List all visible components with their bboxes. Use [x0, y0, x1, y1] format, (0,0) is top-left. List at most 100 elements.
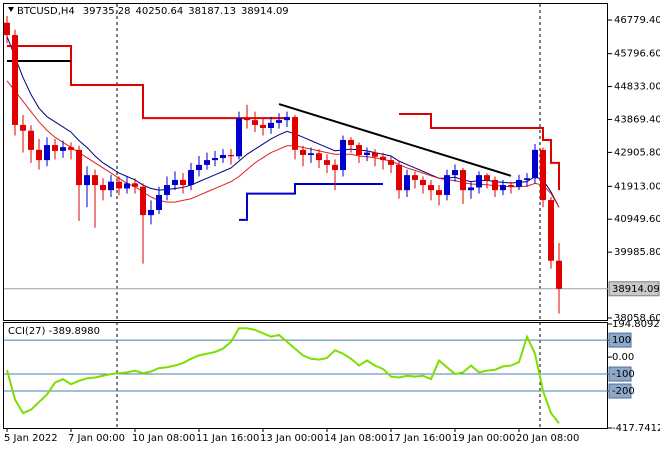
candle-body [228, 154, 234, 157]
x-tick-label: 20 Jan 08:00 [516, 433, 579, 444]
y-tick-label: 100 [612, 335, 631, 346]
x-tick-label: 14 Jan 08:00 [324, 433, 387, 444]
header-value: 38187.13 [188, 6, 236, 17]
candle-body [68, 147, 74, 150]
candle-body [436, 190, 442, 195]
candle-body [516, 179, 522, 187]
candle-body [260, 124, 266, 128]
candle-body [524, 178, 530, 180]
candle-body [372, 152, 378, 157]
symbol: BTCUSD,H4 [17, 6, 75, 17]
candle-body [348, 139, 354, 146]
candle-body [420, 179, 426, 186]
candle-body [452, 170, 458, 176]
candle-body [300, 149, 306, 155]
indicator-line [6, 327, 560, 424]
x-tick-label: 7 Jan 00:00 [68, 433, 125, 444]
candle-body [284, 117, 290, 121]
candle-body [124, 183, 130, 189]
header-value: 39735.28 [83, 6, 131, 17]
indicator-title: CCI(27) -389.8980 [8, 326, 100, 337]
candle-body [132, 183, 138, 187]
y-tick-label: -417.7412 [612, 423, 660, 434]
candle-body [356, 145, 362, 155]
candle-body [508, 185, 514, 187]
candle-body [116, 181, 122, 189]
candle-body [308, 153, 314, 155]
candle-body [140, 186, 146, 216]
candle-body [4, 22, 10, 36]
candle-body [36, 149, 42, 161]
candle-body [332, 164, 338, 171]
candle-body [100, 185, 106, 191]
level-box [608, 366, 632, 382]
y-tick-label: 39985.80 [614, 247, 660, 258]
y-tick-label: -100 [612, 369, 635, 380]
candle-body [444, 175, 450, 195]
y-tick-label: 40949.60 [614, 214, 660, 225]
candle-body [52, 145, 58, 151]
main-panel [3, 3, 608, 321]
candle-body [252, 120, 258, 125]
candle-body [460, 170, 466, 191]
candle-body [396, 164, 402, 191]
candle-body [380, 156, 386, 161]
y-tick-label: 0.00 [612, 352, 634, 363]
candle-body [388, 160, 394, 165]
trendline [278, 103, 512, 177]
candle-body [12, 35, 18, 125]
symbol-icon [8, 7, 14, 12]
candle-body [292, 117, 298, 150]
x-tick-label: 5 Jan 2022 [4, 433, 58, 444]
x-tick-label: 13 Jan 00:00 [260, 433, 323, 444]
candle-body [244, 118, 250, 121]
candle-body [44, 145, 50, 161]
candle-body [532, 149, 538, 179]
candle-body [92, 175, 98, 186]
candle-body [548, 200, 554, 261]
header-value: 40250.64 [136, 6, 184, 17]
candle-body [172, 179, 178, 186]
candle-body [180, 179, 186, 186]
y-tick-label: 38058.60 [614, 313, 660, 324]
candle-body [196, 164, 202, 171]
y-tick-label: 42905.80 [614, 147, 660, 158]
candle-body [212, 158, 218, 161]
x-tick-label: 10 Jan 08:00 [132, 433, 195, 444]
x-tick-label: 19 Jan 00:00 [452, 433, 515, 444]
candle-body [428, 185, 434, 191]
candle-body [60, 147, 66, 151]
last-price-box [608, 281, 660, 297]
candle-body [476, 175, 482, 188]
x-tick-label: 17 Jan 16:00 [388, 433, 451, 444]
candle-body [84, 175, 90, 186]
y-tick-label: 43869.40 [614, 114, 660, 125]
candle-body [188, 170, 194, 186]
candle-body [76, 149, 82, 186]
y-tick-label: 41913.00 [614, 181, 660, 192]
price-line [6, 36, 560, 208]
last-price-label: 38914.09 [612, 284, 660, 295]
candle-body [108, 181, 114, 191]
candle-body [484, 175, 490, 180]
candle-body [412, 175, 418, 180]
candle-body [156, 194, 162, 210]
x-tick-label: 11 Jan 16:00 [196, 433, 259, 444]
candle-body [148, 209, 154, 216]
price-line [239, 183, 383, 221]
header: BTCUSD,H4 [17, 6, 75, 17]
price-line [6, 80, 560, 208]
candle-body [364, 152, 370, 155]
candle-body [164, 185, 170, 195]
y-tick-label: -200 [612, 386, 635, 397]
y-tick-label: 44833.00 [614, 82, 660, 93]
y-tick-label: 46779.40 [614, 15, 660, 26]
candle-body [404, 175, 410, 191]
y-tick-label: 45796.60 [614, 49, 660, 60]
candle-body [276, 120, 282, 123]
candle-body [268, 122, 274, 128]
candle-body [316, 153, 322, 161]
candle-body [324, 160, 330, 165]
